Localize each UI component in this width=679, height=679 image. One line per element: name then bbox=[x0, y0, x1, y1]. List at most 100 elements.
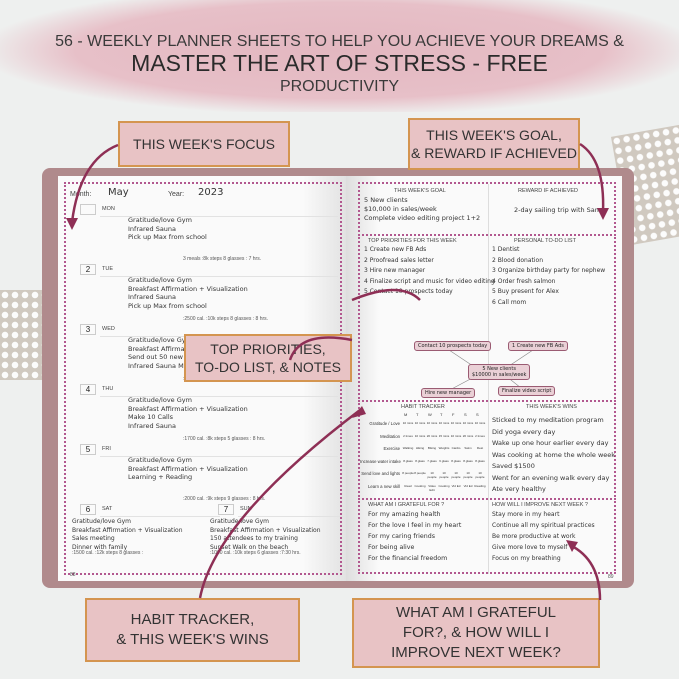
habit-name: Send love and lights bbox=[361, 471, 400, 476]
habit-cell: 8 glass bbox=[463, 458, 473, 463]
arrowhead-icon bbox=[597, 208, 609, 220]
task-line: Gratitude/love Gym bbox=[72, 518, 132, 525]
task-line: Dinner with family bbox=[72, 543, 128, 551]
task-line: Gratitude/love Gym bbox=[128, 396, 192, 404]
win-item: Saved $1500 bbox=[492, 462, 535, 470]
habit-cell: Hiking bbox=[415, 446, 425, 450]
habit-day: F bbox=[452, 412, 455, 417]
habit-cell: 10 mins bbox=[402, 421, 414, 425]
todo-item: 6 Call mom bbox=[492, 298, 527, 306]
callout-text: TO-DO LIST, & NOTES bbox=[195, 359, 341, 375]
habit-day: S bbox=[476, 412, 479, 417]
improve-item: Continue all my spiritual practices bbox=[492, 522, 595, 529]
habit-cell: 8 glass bbox=[475, 458, 485, 463]
habit-cell: 10 mins bbox=[462, 421, 474, 425]
mindmap-center-line: $10000 in sales/week bbox=[472, 372, 527, 378]
habit-name: Increase water intake bbox=[360, 458, 401, 464]
task-line: Send out 50 new bbox=[128, 353, 183, 362]
task-line: Breakfast Affirmation bbox=[128, 344, 198, 353]
task-line: Sales meeting bbox=[72, 535, 115, 543]
divider bbox=[100, 456, 338, 457]
improve-item: Be more productive at work bbox=[492, 533, 576, 540]
arrow-grateful bbox=[569, 543, 602, 601]
divider bbox=[100, 276, 338, 277]
improve-item: Stay more in my heart bbox=[492, 511, 560, 518]
arrowhead-icon bbox=[66, 218, 78, 230]
improve-item: Focus on my breathing bbox=[492, 555, 561, 562]
win-item: Was cooking at home the whole week bbox=[492, 450, 616, 459]
day-name: THU bbox=[102, 386, 114, 392]
todo-title: PERSONAL TO-DO LIST bbox=[514, 238, 576, 244]
year-label: Year: bbox=[168, 191, 185, 198]
day-number: 4 bbox=[80, 384, 96, 395]
todo-item: 2 Blood donation bbox=[492, 256, 544, 264]
arrowhead-icon bbox=[566, 540, 578, 552]
task-line: Gratitude/love Gym bbox=[128, 456, 192, 464]
day-name: TUE bbox=[102, 266, 113, 272]
callout-text: IMPROVE NEXT WEEK? bbox=[391, 644, 561, 661]
callout-text: WHAT AM I GRATEFUL bbox=[395, 604, 556, 621]
habit-cell: Read bbox=[404, 483, 412, 488]
habit-day: T bbox=[416, 412, 419, 417]
grateful-item: For my amazing health bbox=[368, 511, 441, 518]
grateful-title: WHAT AM I GRATEFUL FOR ? bbox=[368, 502, 445, 508]
todo-item: 4 Order fresh salmon bbox=[492, 277, 556, 285]
task-line: Breakfast Affirmation + Visualization bbox=[128, 404, 248, 413]
habit-cell: 10 people bbox=[475, 471, 485, 479]
day-number: 6 bbox=[80, 504, 96, 515]
habit-cell: Reading bbox=[474, 483, 486, 488]
habit-cell: 6 glass bbox=[439, 458, 449, 463]
habit-cell: 10 mins bbox=[414, 433, 426, 438]
page-number: 89 bbox=[608, 574, 614, 580]
day-number bbox=[80, 204, 96, 215]
habit-cell: 10 people bbox=[439, 471, 449, 479]
habit-cell: 10 mins bbox=[474, 421, 486, 425]
goal-line: Complete video editing project 1+2 bbox=[364, 214, 481, 222]
callout-text: THIS WEEK'S FOCUS bbox=[133, 136, 275, 152]
habit-cell: Swim bbox=[464, 446, 472, 450]
day-stats: :1500 cal. :12k steps 8 glasses : bbox=[72, 550, 144, 556]
habit-cell: 10 mins bbox=[414, 421, 426, 425]
arrow-priorities bbox=[288, 288, 421, 361]
task-line: Breakfast Affirmation + Visualization bbox=[128, 284, 248, 293]
habit-title: HABIT TRACKER bbox=[401, 404, 445, 410]
day-name: SAT bbox=[102, 506, 113, 512]
habit-name: Meditation bbox=[380, 433, 400, 439]
callout-priorities: TOP PRIORITIES, TO-DO LIST, & NOTES bbox=[184, 334, 352, 382]
habit-cell: 10 mins bbox=[450, 421, 462, 425]
mindmap-connector bbox=[445, 347, 537, 393]
habit-cell: 8 glass bbox=[403, 458, 413, 463]
habit-day: W bbox=[428, 412, 432, 417]
mindmap-node: Contact 10 prospects today bbox=[414, 341, 492, 351]
header-line-1: 56 - WEEKLY PLANNER SHEETS TO HELP YOU A… bbox=[55, 33, 624, 50]
task-line: Infrared Sauna M bbox=[128, 361, 184, 370]
habit-day: T bbox=[440, 412, 443, 417]
right-page: THIS WEEK'S GOAL 5 New clients $10,000 in … bbox=[346, 176, 622, 581]
arrow-focus bbox=[70, 143, 119, 223]
habit-cell: 2 times bbox=[475, 433, 485, 438]
habit-cell: 10 mins bbox=[438, 421, 450, 425]
habit-cell: 10 people bbox=[463, 471, 473, 479]
habit-cell: Video Edit bbox=[428, 483, 436, 492]
task-line: Infrared Sauna bbox=[128, 224, 177, 233]
reward-title: REWARD IF ACHIEVED bbox=[518, 188, 578, 194]
win-item: Wake up one hour earlier every day bbox=[492, 439, 609, 447]
divider bbox=[100, 216, 338, 217]
grateful-item: For being alive bbox=[368, 544, 415, 551]
page-number: 88 bbox=[70, 572, 76, 578]
priority-item: 1 Create new FB Ads bbox=[364, 246, 427, 253]
habit-cell: Cardio bbox=[451, 446, 461, 450]
reward-text: 2-day sailing trip with Sam bbox=[514, 206, 602, 214]
habit-cell: 7 glass bbox=[427, 458, 437, 463]
header-line-3: PRODUCTIVITY bbox=[279, 78, 400, 95]
todo-item: 5 Buy present for Alex bbox=[492, 288, 559, 295]
habit-cell: Weights bbox=[438, 446, 450, 450]
callout-focus: THIS WEEK'S FOCUS bbox=[118, 121, 290, 167]
divider bbox=[238, 516, 358, 517]
win-item: Went for an evening walk every day bbox=[492, 473, 610, 482]
habit-name: Gratitude / Love bbox=[369, 421, 400, 426]
priorities-title: TOP PRIORITIES FOR THIS WEEK bbox=[368, 238, 457, 244]
callout-text: & THIS WEEK'S WINS bbox=[116, 631, 269, 648]
task-line: Breakfast Affirmation + Visualization bbox=[72, 526, 183, 534]
